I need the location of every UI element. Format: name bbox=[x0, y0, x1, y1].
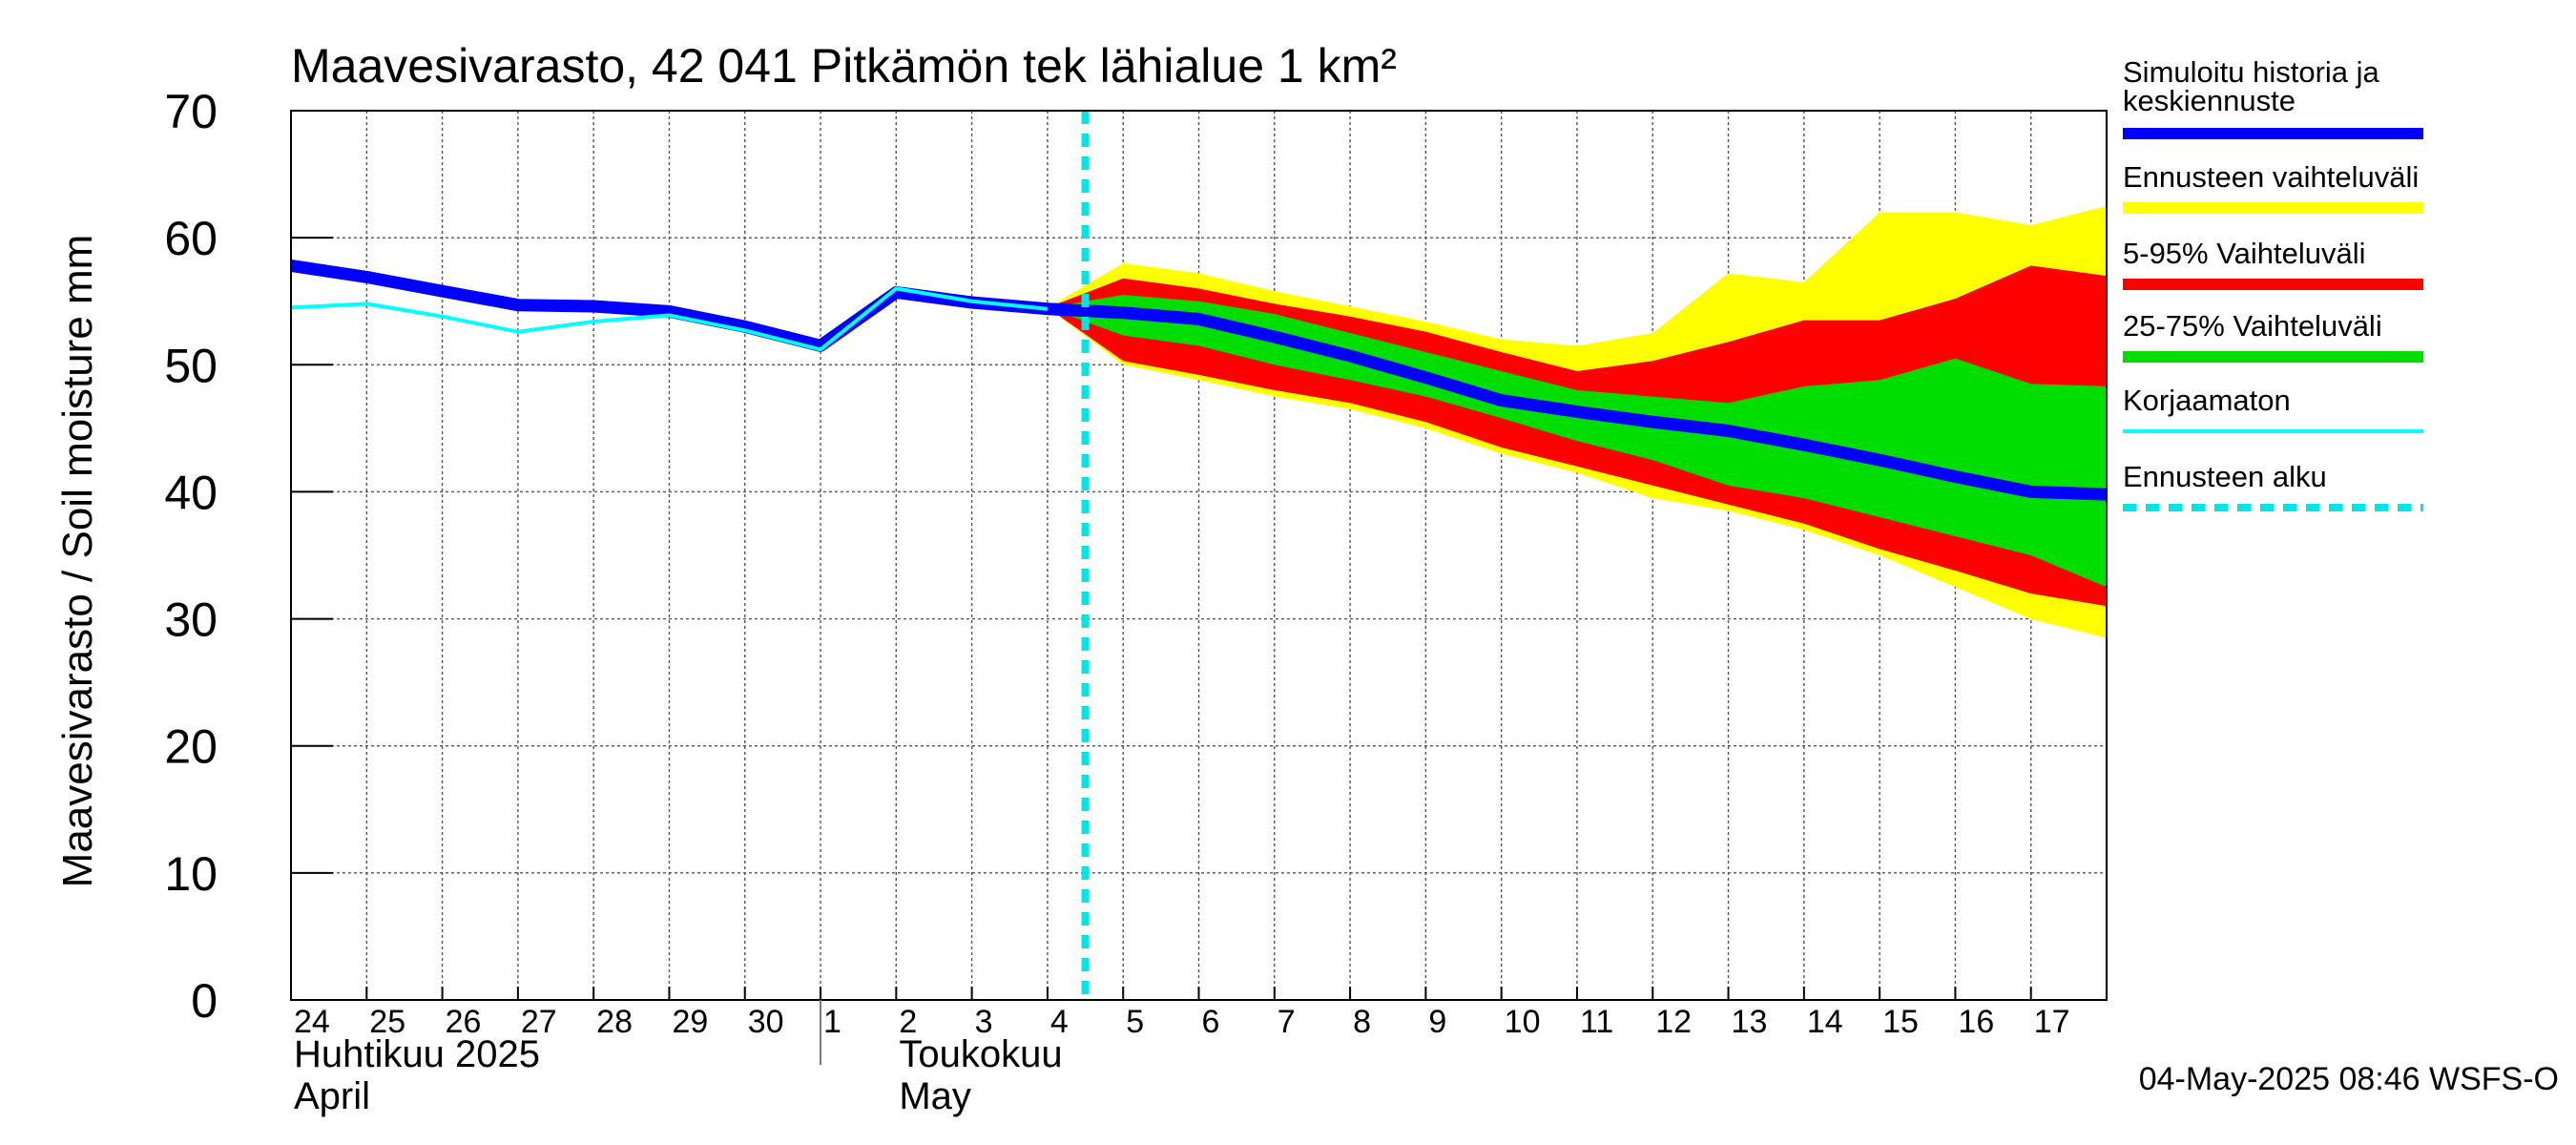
series-lines bbox=[290, 259, 2108, 501]
month-label-fi: Toukokuu bbox=[899, 1033, 1062, 1075]
y-tick-label: 30 bbox=[164, 593, 218, 647]
x-tick-label: 6 bbox=[1202, 1004, 1220, 1040]
grid bbox=[291, 111, 2107, 1000]
legend-label: Korjaamaton bbox=[2123, 384, 2291, 417]
x-tick-label: 25 bbox=[369, 1004, 405, 1040]
month-label-fi: Huhtikuu 2025 bbox=[294, 1033, 540, 1075]
x-tick-label: 26 bbox=[446, 1004, 482, 1040]
legend-label: 5-95% Vaihteluväli bbox=[2123, 237, 2365, 270]
x-tick-label: 8 bbox=[1353, 1004, 1371, 1040]
x-tick-label: 3 bbox=[975, 1004, 993, 1040]
y-tick-label: 0 bbox=[191, 974, 218, 1028]
x-tick-label: 9 bbox=[1428, 1004, 1446, 1040]
timestamp-footer: 04-May-2025 08:46 WSFS-O bbox=[2139, 1061, 2559, 1097]
legend-label: Simuloitu historia ja bbox=[2123, 55, 2380, 89]
series-line-mean bbox=[290, 259, 2108, 501]
legend-label: Ennusteen vaihteluväli bbox=[2123, 160, 2419, 194]
x-tick-label: 4 bbox=[1050, 1004, 1069, 1040]
legend-label: Ennusteen alku bbox=[2123, 460, 2327, 493]
x-tick-label: 12 bbox=[1655, 1004, 1692, 1040]
y-tick-label: 70 bbox=[164, 85, 218, 138]
x-tick-label: 7 bbox=[1278, 1004, 1296, 1040]
x-tick-label: 24 bbox=[294, 1004, 330, 1040]
y-axis-ticks: 0 10 20 30 40 50 60 70 bbox=[164, 85, 333, 1028]
x-axis-ticks: 24 25 26 27 28 29 30 1 2 3 4 5 6 7 8 9 10 11 12 13 14 15 16 17H… bbox=[290, 987, 2108, 1117]
y-tick-label: 40 bbox=[164, 466, 218, 519]
x-tick-label: 29 bbox=[672, 1004, 708, 1040]
x-tick-label: 11 bbox=[1580, 1004, 1613, 1040]
x-tick-label: 27 bbox=[521, 1004, 557, 1040]
x-tick-label: 16 bbox=[1958, 1004, 1994, 1040]
x-tick-label: 14 bbox=[1807, 1004, 1843, 1040]
legend-label-cont: keskiennuste bbox=[2123, 84, 2296, 117]
x-tick-label: 30 bbox=[748, 1004, 784, 1040]
band-25-75 bbox=[1047, 295, 2107, 588]
x-tick-label: 2 bbox=[899, 1004, 917, 1040]
y-tick-label: 20 bbox=[164, 720, 218, 774]
y-tick-label: 60 bbox=[164, 212, 218, 265]
x-tick-label: 17 bbox=[2034, 1004, 2070, 1040]
x-tick-label: 15 bbox=[1882, 1004, 1919, 1040]
x-tick-label: 1 bbox=[823, 1004, 841, 1040]
x-tick-label: 28 bbox=[596, 1004, 633, 1040]
x-tick-label: 13 bbox=[1732, 1004, 1768, 1040]
month-label-en: April bbox=[294, 1075, 370, 1117]
y-tick-label: 50 bbox=[164, 339, 218, 392]
x-tick-label: 10 bbox=[1505, 1004, 1541, 1040]
chart-title: Maavesivarasto, 42 041 Pitkämön tek lähi… bbox=[291, 39, 1397, 93]
x-tick-label: 5 bbox=[1126, 1004, 1144, 1040]
series-line-uncorrected bbox=[290, 286, 1049, 352]
legend-label: 25-75% Vaihteluväli bbox=[2123, 309, 2382, 343]
forecast-bands bbox=[1047, 205, 2107, 638]
month-label-en: May bbox=[899, 1075, 971, 1117]
y-tick-label: 10 bbox=[164, 847, 218, 901]
y-axis-label: Maavesivarasto / Soil moisture mm bbox=[54, 235, 101, 888]
